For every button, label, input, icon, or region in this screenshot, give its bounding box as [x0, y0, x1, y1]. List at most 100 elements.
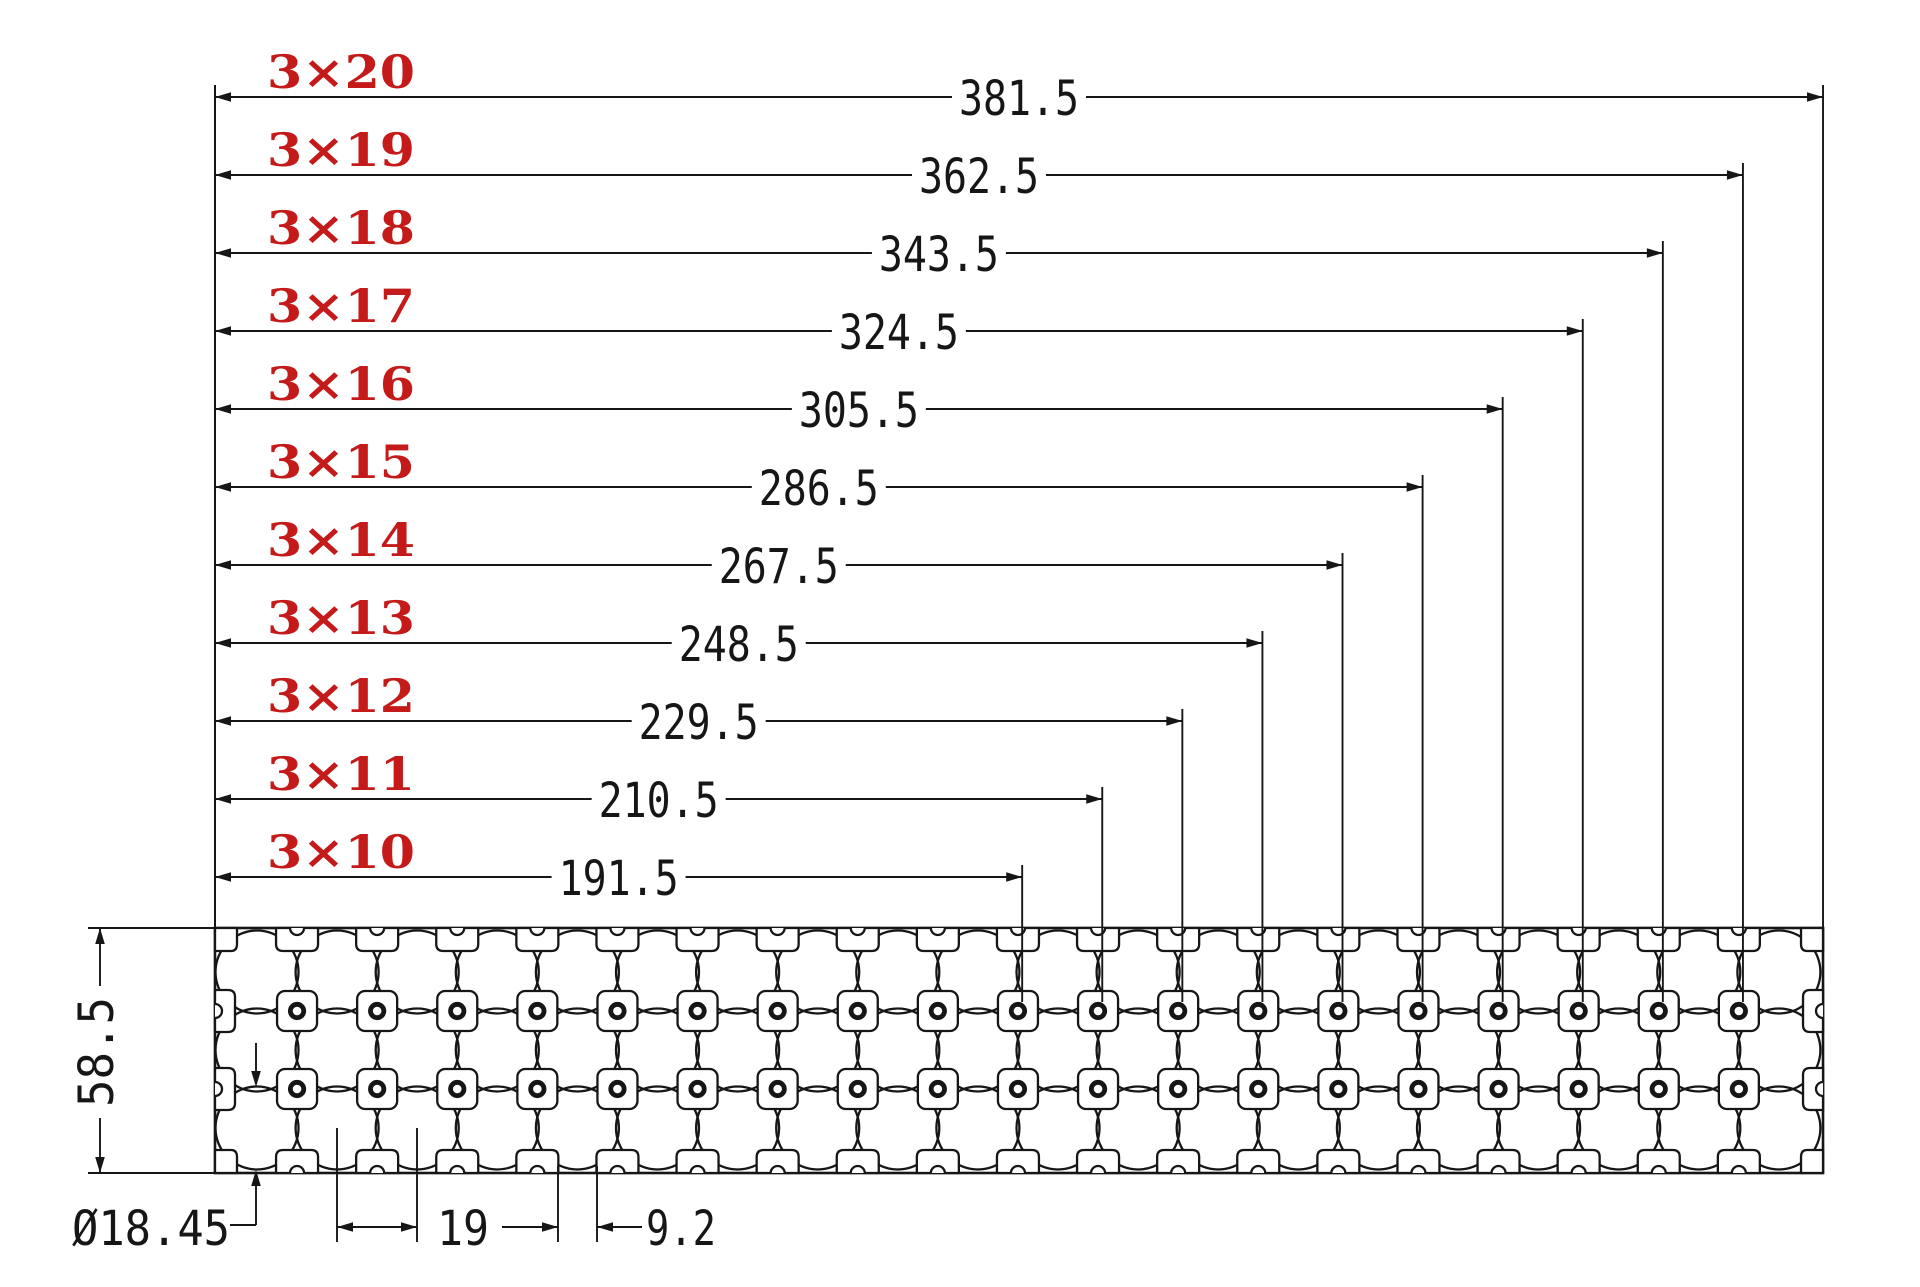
config-length-value: 191.5: [559, 851, 679, 907]
config-dimension-row: 305.5 3×16: [215, 357, 1504, 1002]
battery-cavity-circle: [1255, 1007, 1341, 1093]
edge-notch-bottom: [1170, 1164, 1187, 1174]
edge-notch-bottom: [1410, 1164, 1427, 1174]
config-label: 3×13: [267, 591, 415, 645]
dim-arrow-left: [215, 326, 231, 336]
hole-dim-label: Ø18.45: [72, 1201, 230, 1257]
edge-tab-left: [213, 988, 237, 1034]
battery-cavity-circle: [1495, 1085, 1582, 1171]
battery-cavity-circle: [694, 929, 781, 1015]
edge-notch-bottom: [609, 1164, 626, 1174]
dim-arrow-right: [1406, 482, 1423, 492]
dim-arrow-right: [1566, 326, 1583, 336]
dim-text-gap: [591, 776, 726, 822]
square-hole: [1569, 1079, 1588, 1099]
config-length-value: 267.5: [719, 539, 839, 595]
battery-cavity-circle: [1095, 929, 1181, 1015]
edge-notch-top: [529, 927, 546, 937]
interstitial-square: [355, 1067, 399, 1111]
edge-tab-top: [1316, 926, 1361, 953]
config-label: 3×17: [267, 279, 415, 333]
battery-cavity-circle: [1015, 929, 1101, 1015]
edge-tab-bottom: [1075, 1148, 1121, 1175]
dim-arrow-right: [1246, 638, 1263, 648]
edge-notch-bottom: [1250, 1164, 1267, 1174]
square-hole: [528, 1079, 547, 1099]
square-hole: [1489, 1079, 1508, 1099]
interstitial-square: [676, 1067, 719, 1111]
interstitial-square: [1317, 1067, 1360, 1111]
config-label: 3×15: [267, 435, 415, 489]
interstitial-square: [1076, 989, 1120, 1033]
battery-cavity-circle: [214, 1007, 300, 1093]
config-dimension-row: 210.5 3×11: [215, 747, 1104, 1002]
config-length-value: 229.5: [639, 695, 759, 751]
interstitial-square: [1557, 1067, 1600, 1111]
battery-cavity-circle: [534, 1007, 621, 1093]
square-hole: [1409, 1001, 1428, 1021]
battery-cavity-circle: [1175, 1007, 1261, 1093]
dim-arrow-left: [215, 872, 231, 882]
battery-cavity-circle: [1335, 1007, 1422, 1093]
config-dimension-row: 248.5 3×13: [215, 591, 1264, 1002]
edge-tab-top: [995, 926, 1041, 953]
battery-cavity-circle: [1495, 929, 1582, 1015]
battery-cavity-circle: [855, 1085, 941, 1171]
battery-cavity-circle: [1095, 1007, 1181, 1093]
square-hole: [768, 1001, 787, 1021]
interstitial-square: [1157, 989, 1200, 1033]
config-length-value: 343.5: [879, 227, 999, 283]
interstitial-square: [516, 1067, 559, 1111]
height-dim-value: 58.5: [69, 997, 125, 1107]
edge-tab-bottom: [835, 1148, 880, 1175]
square-hole: [448, 1001, 467, 1021]
interstitial-square: [836, 989, 879, 1033]
edge-notch-bottom: [1490, 1164, 1507, 1174]
square-hole: [1729, 1079, 1748, 1099]
square-hole: [368, 1001, 387, 1021]
dim-arrow-left: [215, 638, 231, 648]
edge-tab-bottom: [1396, 1148, 1441, 1175]
square-hole: [1329, 1079, 1348, 1099]
corner-tab: [1799, 1148, 1825, 1175]
edge-notch-bottom: [449, 1164, 466, 1174]
edge-tab-bottom: [915, 1148, 960, 1175]
dim-text-gap: [871, 230, 1006, 276]
hole-dimension: Ø18.45: [72, 1043, 261, 1257]
config-dimension-row: 229.5 3×12: [215, 669, 1184, 1002]
web-arrow-right: [597, 1222, 613, 1232]
edge-tab-bottom: [355, 1148, 400, 1175]
edge-tab-bottom: [1476, 1148, 1521, 1175]
square-hole: [848, 1001, 867, 1021]
interstitial-square: [1076, 1067, 1120, 1111]
edge-tab-top: [755, 926, 800, 953]
battery-cavity-circle: [454, 1085, 540, 1171]
dim-arrow-left: [215, 482, 231, 492]
edge-tab-top: [1236, 926, 1281, 953]
square-hole: [1088, 1079, 1108, 1099]
square-hole: [1249, 1001, 1268, 1021]
dim-arrow-right: [1326, 560, 1343, 570]
square-hole: [1088, 1001, 1108, 1021]
interstitial-square: [1717, 1067, 1760, 1111]
edge-tab-bottom: [995, 1148, 1041, 1175]
square-hole: [1649, 1001, 1668, 1021]
battery-cavity-circle: [1095, 1085, 1181, 1171]
battery-cavity-circle: [1495, 1007, 1582, 1093]
dim-text-gap: [671, 620, 806, 666]
battery-cavity-circle: [1736, 929, 1822, 1015]
dim-arrow-right: [1086, 794, 1103, 804]
interstitial-square: [436, 1067, 479, 1111]
corner-tab: [213, 1148, 239, 1175]
config-length-value: 210.5: [599, 773, 719, 829]
edge-tab-top: [1396, 926, 1441, 953]
edge-notch-bottom: [1089, 1164, 1107, 1174]
battery-cavity-circle: [1415, 1085, 1502, 1171]
dim-text-gap: [952, 74, 1087, 120]
battery-cavity-circle: [694, 1085, 781, 1171]
edge-tab-bottom: [1236, 1148, 1281, 1175]
web-dim-label: 9.2: [646, 1201, 716, 1257]
battery-cavity-circle: [1656, 1085, 1742, 1171]
edge-tab-top: [274, 926, 320, 953]
